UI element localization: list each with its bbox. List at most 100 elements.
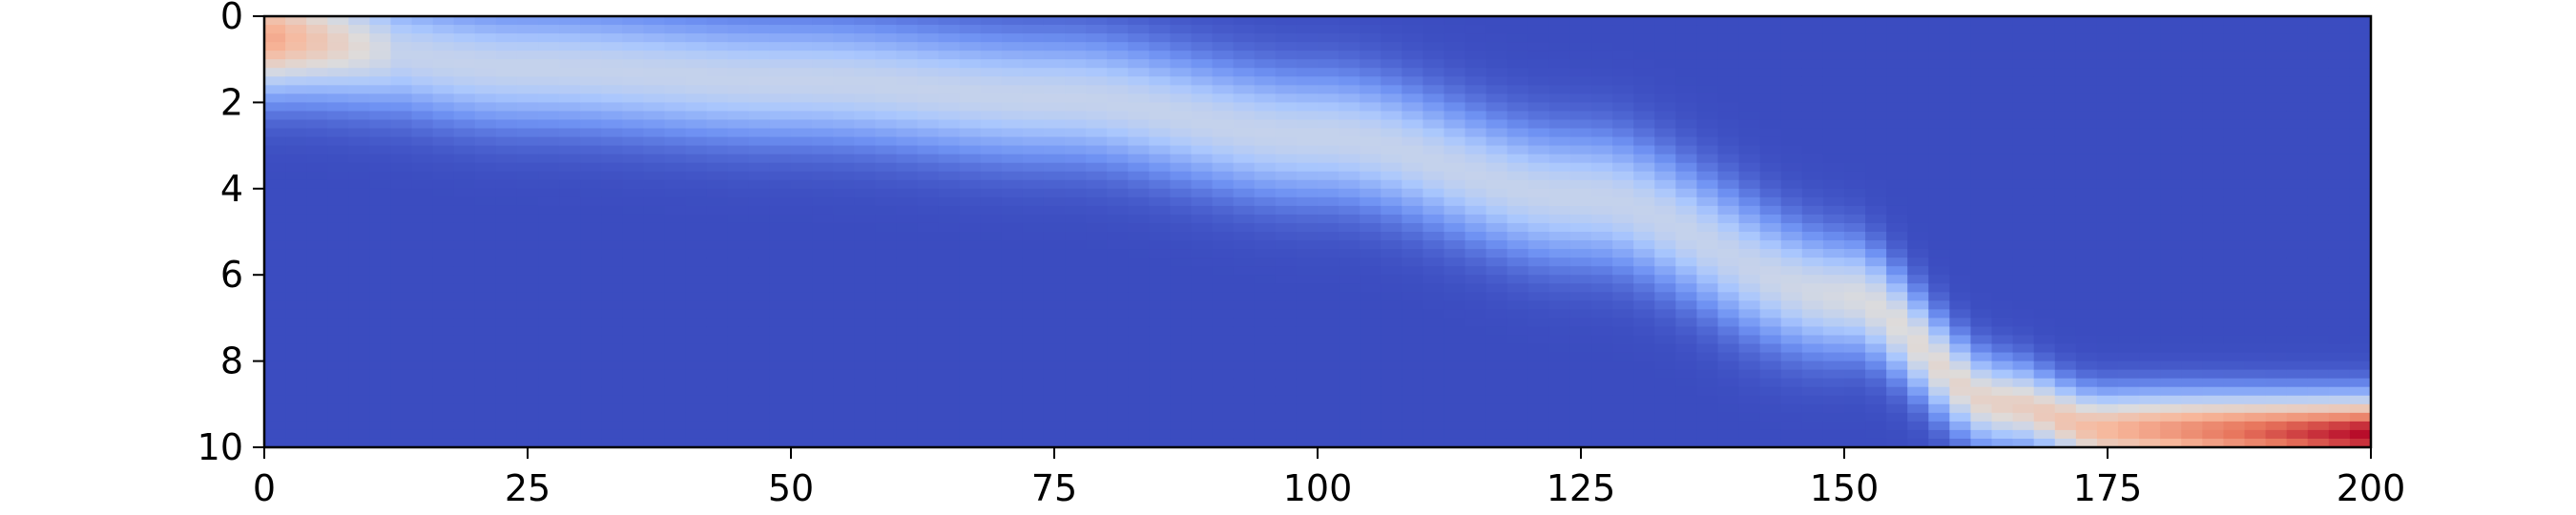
heatmap-cell bbox=[1444, 76, 1466, 86]
heatmap-cell bbox=[474, 42, 497, 52]
heatmap-cell bbox=[348, 309, 370, 319]
heatmap-cell bbox=[1086, 300, 1108, 310]
heatmap-cell bbox=[1381, 429, 1402, 440]
heatmap-cell bbox=[2265, 25, 2288, 34]
heatmap-cell bbox=[474, 145, 497, 155]
heatmap-cell bbox=[2286, 386, 2309, 397]
heatmap-cell bbox=[1675, 232, 1698, 241]
heatmap-cell bbox=[1949, 300, 1972, 310]
heatmap-cell bbox=[1506, 196, 1529, 207]
heatmap-cell bbox=[2181, 292, 2203, 301]
heatmap-cell bbox=[1928, 128, 1950, 138]
heatmap-cell bbox=[1086, 266, 1108, 276]
heatmap-cell bbox=[601, 76, 623, 86]
heatmap-cell bbox=[2328, 222, 2351, 233]
heatmap-cell bbox=[812, 179, 834, 190]
heatmap-cell bbox=[2160, 292, 2182, 301]
heatmap-cell bbox=[1149, 222, 1172, 233]
heatmap-cell bbox=[875, 145, 897, 155]
heatmap-cell bbox=[2012, 111, 2035, 121]
heatmap-cell bbox=[875, 292, 897, 301]
heatmap-cell bbox=[748, 222, 771, 233]
heatmap-cell bbox=[2307, 318, 2330, 328]
heatmap-cell bbox=[1465, 249, 1487, 258]
heatmap-cell bbox=[411, 438, 434, 448]
heatmap-cell bbox=[1612, 395, 1634, 405]
heatmap-cell bbox=[980, 386, 1003, 397]
heatmap-cell bbox=[559, 352, 581, 362]
heatmap-cell bbox=[1569, 76, 1592, 86]
heatmap-cell bbox=[959, 318, 982, 328]
heatmap-cell bbox=[1865, 68, 1887, 77]
heatmap-cell bbox=[1275, 318, 1298, 328]
heatmap-cell bbox=[1254, 300, 1277, 310]
heatmap-cell bbox=[2118, 59, 2140, 69]
heatmap-cell bbox=[1970, 171, 1993, 181]
heatmap-cell bbox=[538, 275, 560, 284]
heatmap-cell bbox=[580, 154, 602, 164]
heatmap-cell bbox=[1949, 412, 1972, 422]
heatmap-cell bbox=[2075, 429, 2098, 440]
heatmap-cell bbox=[601, 386, 623, 397]
heatmap-cell bbox=[2139, 68, 2161, 77]
heatmap-cell bbox=[580, 240, 602, 250]
heatmap-cell bbox=[1654, 421, 1676, 431]
heatmap-cell bbox=[306, 25, 328, 34]
heatmap-cell bbox=[1001, 275, 1024, 284]
heatmap-cell bbox=[1402, 51, 1423, 60]
heatmap-cell bbox=[580, 352, 602, 362]
heatmap-cell bbox=[285, 300, 307, 310]
heatmap-cell bbox=[833, 102, 855, 113]
heatmap-cell bbox=[854, 136, 876, 147]
heatmap-cell bbox=[2033, 76, 2056, 86]
heatmap-cell bbox=[327, 136, 349, 147]
heatmap-cell bbox=[2307, 369, 2330, 380]
heatmap-cell bbox=[2075, 369, 2098, 380]
heatmap-cell bbox=[1991, 249, 2014, 258]
heatmap-cell bbox=[2139, 395, 2161, 405]
heatmap-cell bbox=[1149, 275, 1172, 284]
heatmap-cell bbox=[411, 283, 434, 293]
heatmap-cell bbox=[1339, 42, 1361, 52]
heatmap-cell bbox=[2286, 292, 2309, 301]
heatmap-cell bbox=[980, 395, 1003, 405]
heatmap-cell bbox=[369, 403, 392, 414]
heatmap-cell bbox=[1275, 300, 1298, 310]
heatmap-cell bbox=[1065, 352, 1087, 362]
heatmap-cell bbox=[2244, 300, 2267, 310]
heatmap-cell bbox=[622, 412, 645, 422]
heatmap-cell bbox=[306, 266, 328, 276]
heatmap-cell bbox=[1465, 275, 1487, 284]
heatmap-cell bbox=[2054, 25, 2077, 34]
heatmap-cell bbox=[1717, 222, 1740, 233]
heatmap-cell bbox=[2223, 196, 2246, 207]
heatmap-cell bbox=[769, 145, 792, 155]
heatmap-cell bbox=[1822, 403, 1845, 414]
heatmap-cell bbox=[1086, 136, 1108, 147]
heatmap-cell bbox=[643, 128, 666, 138]
heatmap-cell bbox=[980, 438, 1003, 448]
heatmap-cell bbox=[1801, 421, 1824, 431]
heatmap-cell bbox=[1233, 283, 1256, 293]
heatmap-cell bbox=[2265, 378, 2288, 388]
heatmap-cell bbox=[601, 145, 623, 155]
heatmap-cell bbox=[959, 93, 982, 103]
heatmap-cell bbox=[453, 85, 476, 94]
heatmap-cell bbox=[791, 352, 813, 362]
heatmap-cell bbox=[2139, 249, 2161, 258]
heatmap-cell bbox=[1696, 179, 1719, 190]
heatmap-cell bbox=[727, 403, 750, 414]
heatmap-cell bbox=[411, 25, 434, 34]
heatmap-cell bbox=[791, 25, 813, 34]
heatmap-cell bbox=[1423, 403, 1445, 414]
heatmap-cell bbox=[2012, 258, 2035, 267]
heatmap-cell bbox=[2139, 360, 2161, 371]
heatmap-cell bbox=[285, 360, 307, 371]
heatmap-cell bbox=[769, 266, 792, 276]
heatmap-cell bbox=[1844, 16, 1866, 26]
heatmap-cell bbox=[580, 214, 602, 224]
heatmap-cell bbox=[1865, 249, 1887, 258]
heatmap-cell bbox=[453, 283, 476, 293]
heatmap-cell bbox=[1991, 395, 2014, 405]
heatmap-cell bbox=[833, 76, 855, 86]
